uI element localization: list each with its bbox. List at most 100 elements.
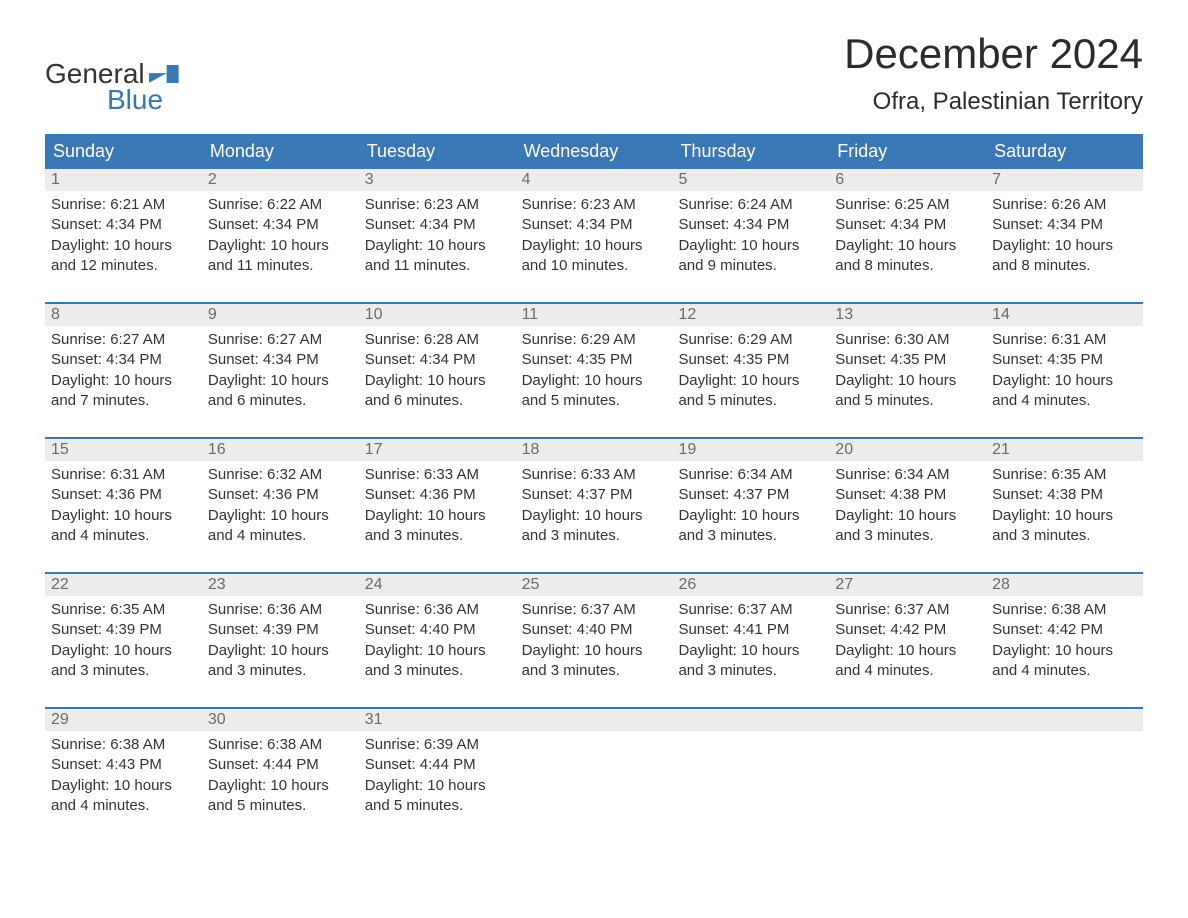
day-number: 29 xyxy=(45,709,202,731)
day-body: Sunrise: 6:36 AMSunset: 4:39 PMDaylight:… xyxy=(202,596,359,685)
day-cell: 7Sunrise: 6:26 AMSunset: 4:34 PMDaylight… xyxy=(986,169,1143,280)
day-number: 13 xyxy=(829,304,986,326)
sunrise-line: Sunrise: 6:29 AM xyxy=(522,330,667,350)
daylight-line: Daylight: 10 hours and 12 minutes. xyxy=(51,236,196,277)
day-number: 2 xyxy=(202,169,359,191)
day-body: Sunrise: 6:39 AMSunset: 4:44 PMDaylight:… xyxy=(359,731,516,820)
day-body: Sunrise: 6:38 AMSunset: 4:44 PMDaylight:… xyxy=(202,731,359,820)
day-number: 19 xyxy=(672,439,829,461)
day-number: 25 xyxy=(516,574,673,596)
day-number: 27 xyxy=(829,574,986,596)
day-number: 18 xyxy=(516,439,673,461)
logo-triangle-icon xyxy=(149,65,179,83)
day-body: Sunrise: 6:32 AMSunset: 4:36 PMDaylight:… xyxy=(202,461,359,550)
day-number: 17 xyxy=(359,439,516,461)
day-number: 16 xyxy=(202,439,359,461)
day-cell: 15Sunrise: 6:31 AMSunset: 4:36 PMDayligh… xyxy=(45,439,202,550)
sunrise-line: Sunrise: 6:38 AM xyxy=(992,600,1137,620)
day-header: Friday xyxy=(829,134,986,169)
day-body: Sunrise: 6:29 AMSunset: 4:35 PMDaylight:… xyxy=(516,326,673,415)
day-body: Sunrise: 6:36 AMSunset: 4:40 PMDaylight:… xyxy=(359,596,516,685)
sunrise-line: Sunrise: 6:31 AM xyxy=(992,330,1137,350)
day-cell: 25Sunrise: 6:37 AMSunset: 4:40 PMDayligh… xyxy=(516,574,673,685)
day-header: Sunday xyxy=(45,134,202,169)
daylight-line: Daylight: 10 hours and 8 minutes. xyxy=(835,236,980,277)
day-cell: 10Sunrise: 6:28 AMSunset: 4:34 PMDayligh… xyxy=(359,304,516,415)
day-cell: 18Sunrise: 6:33 AMSunset: 4:37 PMDayligh… xyxy=(516,439,673,550)
day-cell: 11Sunrise: 6:29 AMSunset: 4:35 PMDayligh… xyxy=(516,304,673,415)
sunset-line: Sunset: 4:43 PM xyxy=(51,755,196,775)
day-body: Sunrise: 6:30 AMSunset: 4:35 PMDaylight:… xyxy=(829,326,986,415)
day-number: 21 xyxy=(986,439,1143,461)
sunrise-line: Sunrise: 6:37 AM xyxy=(678,600,823,620)
day-number: 20 xyxy=(829,439,986,461)
daylight-line: Daylight: 10 hours and 5 minutes. xyxy=(365,776,510,817)
sunset-line: Sunset: 4:40 PM xyxy=(522,620,667,640)
daylight-line: Daylight: 10 hours and 3 minutes. xyxy=(678,641,823,682)
sunset-line: Sunset: 4:34 PM xyxy=(835,215,980,235)
location: Ofra, Palestinian Territory xyxy=(844,88,1143,116)
day-number: 1 xyxy=(45,169,202,191)
daylight-line: Daylight: 10 hours and 4 minutes. xyxy=(51,776,196,817)
day-number: 6 xyxy=(829,169,986,191)
daylight-line: Daylight: 10 hours and 3 minutes. xyxy=(365,641,510,682)
day-cell: 29Sunrise: 6:38 AMSunset: 4:43 PMDayligh… xyxy=(45,709,202,820)
sunset-line: Sunset: 4:39 PM xyxy=(51,620,196,640)
sunrise-line: Sunrise: 6:22 AM xyxy=(208,195,353,215)
day-number: 8 xyxy=(45,304,202,326)
daylight-line: Daylight: 10 hours and 4 minutes. xyxy=(992,641,1137,682)
day-cell: 28Sunrise: 6:38 AMSunset: 4:42 PMDayligh… xyxy=(986,574,1143,685)
day-cell: 3Sunrise: 6:23 AMSunset: 4:34 PMDaylight… xyxy=(359,169,516,280)
day-body: Sunrise: 6:33 AMSunset: 4:37 PMDaylight:… xyxy=(516,461,673,550)
sunrise-line: Sunrise: 6:30 AM xyxy=(835,330,980,350)
sunrise-line: Sunrise: 6:34 AM xyxy=(835,465,980,485)
sunrise-line: Sunrise: 6:24 AM xyxy=(678,195,823,215)
sunrise-line: Sunrise: 6:26 AM xyxy=(992,195,1137,215)
day-cell: 9Sunrise: 6:27 AMSunset: 4:34 PMDaylight… xyxy=(202,304,359,415)
sunset-line: Sunset: 4:38 PM xyxy=(835,485,980,505)
daylight-line: Daylight: 10 hours and 3 minutes. xyxy=(522,641,667,682)
day-body: Sunrise: 6:35 AMSunset: 4:38 PMDaylight:… xyxy=(986,461,1143,550)
sunset-line: Sunset: 4:37 PM xyxy=(678,485,823,505)
sunset-line: Sunset: 4:35 PM xyxy=(992,350,1137,370)
day-body: Sunrise: 6:26 AMSunset: 4:34 PMDaylight:… xyxy=(986,191,1143,280)
day-body: Sunrise: 6:35 AMSunset: 4:39 PMDaylight:… xyxy=(45,596,202,685)
day-number: 5 xyxy=(672,169,829,191)
sunset-line: Sunset: 4:34 PM xyxy=(208,350,353,370)
daylight-line: Daylight: 10 hours and 3 minutes. xyxy=(522,506,667,547)
day-cell: 5Sunrise: 6:24 AMSunset: 4:34 PMDaylight… xyxy=(672,169,829,280)
day-cell: 17Sunrise: 6:33 AMSunset: 4:36 PMDayligh… xyxy=(359,439,516,550)
day-body: Sunrise: 6:21 AMSunset: 4:34 PMDaylight:… xyxy=(45,191,202,280)
daylight-line: Daylight: 10 hours and 3 minutes. xyxy=(365,506,510,547)
sunrise-line: Sunrise: 6:36 AM xyxy=(365,600,510,620)
sunrise-line: Sunrise: 6:36 AM xyxy=(208,600,353,620)
day-cell xyxy=(986,709,1143,820)
day-body: Sunrise: 6:23 AMSunset: 4:34 PMDaylight:… xyxy=(516,191,673,280)
day-body: Sunrise: 6:23 AMSunset: 4:34 PMDaylight:… xyxy=(359,191,516,280)
sunrise-line: Sunrise: 6:29 AM xyxy=(678,330,823,350)
day-body: Sunrise: 6:27 AMSunset: 4:34 PMDaylight:… xyxy=(45,326,202,415)
day-cell: 13Sunrise: 6:30 AMSunset: 4:35 PMDayligh… xyxy=(829,304,986,415)
sunset-line: Sunset: 4:40 PM xyxy=(365,620,510,640)
day-number: 30 xyxy=(202,709,359,731)
sunset-line: Sunset: 4:42 PM xyxy=(992,620,1137,640)
day-header-row: SundayMondayTuesdayWednesdayThursdayFrid… xyxy=(45,134,1143,169)
day-body: Sunrise: 6:31 AMSunset: 4:35 PMDaylight:… xyxy=(986,326,1143,415)
day-body: Sunrise: 6:31 AMSunset: 4:36 PMDaylight:… xyxy=(45,461,202,550)
day-number: 31 xyxy=(359,709,516,731)
daylight-line: Daylight: 10 hours and 9 minutes. xyxy=(678,236,823,277)
sunrise-line: Sunrise: 6:38 AM xyxy=(208,735,353,755)
day-body: Sunrise: 6:37 AMSunset: 4:40 PMDaylight:… xyxy=(516,596,673,685)
day-header: Wednesday xyxy=(516,134,673,169)
sunset-line: Sunset: 4:34 PM xyxy=(51,215,196,235)
daylight-line: Daylight: 10 hours and 4 minutes. xyxy=(992,371,1137,412)
sunrise-line: Sunrise: 6:21 AM xyxy=(51,195,196,215)
week-row: 1Sunrise: 6:21 AMSunset: 4:34 PMDaylight… xyxy=(45,169,1143,280)
daylight-line: Daylight: 10 hours and 7 minutes. xyxy=(51,371,196,412)
day-cell: 2Sunrise: 6:22 AMSunset: 4:34 PMDaylight… xyxy=(202,169,359,280)
sunrise-line: Sunrise: 6:31 AM xyxy=(51,465,196,485)
sunrise-line: Sunrise: 6:35 AM xyxy=(51,600,196,620)
daylight-line: Daylight: 10 hours and 4 minutes. xyxy=(208,506,353,547)
sunrise-line: Sunrise: 6:34 AM xyxy=(678,465,823,485)
sunrise-line: Sunrise: 6:23 AM xyxy=(522,195,667,215)
